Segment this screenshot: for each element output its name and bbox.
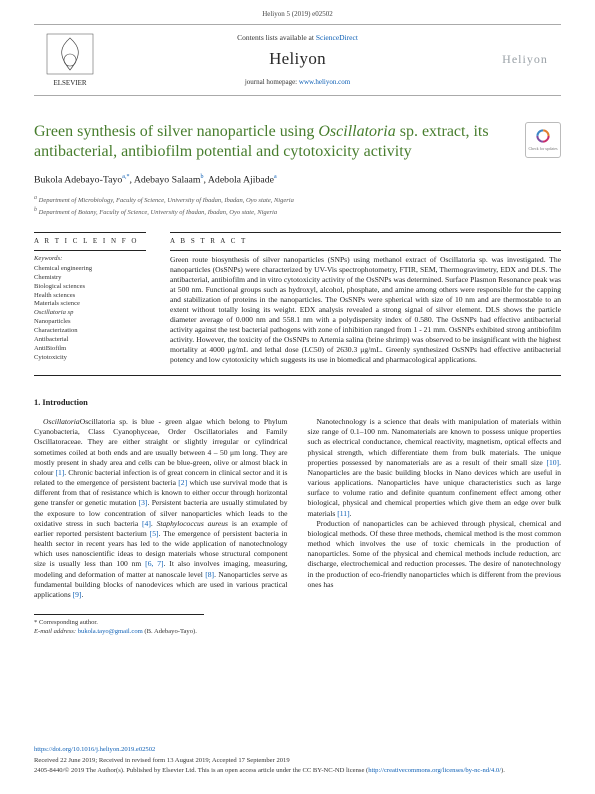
intro-body: OscillatoriaOscillatoria sp. is blue - g… (34, 417, 561, 600)
abstract-heading: A B S T R A C T (170, 233, 561, 250)
abstract-text: Green route biosynthesis of silver nanop… (170, 255, 561, 365)
correspondence-email[interactable]: bukola.tayo@gmail.com (78, 628, 143, 635)
article-info-heading: A R T I C L E I N F O (34, 233, 146, 250)
cc-license-link[interactable]: http://creativecommons.org/licenses/by-n… (368, 767, 501, 774)
journal-name: Heliyon (269, 48, 326, 70)
journal-header-band: ELSEVIER Contents lists available at Sci… (34, 24, 561, 96)
affiliations: a Department of Microbiology, Faculty of… (34, 194, 561, 218)
journal-homepage-link[interactable]: www.heliyon.com (299, 78, 350, 86)
sciencedirect-link[interactable]: ScienceDirect (316, 33, 358, 42)
elsevier-text: ELSEVIER (53, 79, 86, 87)
check-badge-label: Check for updates (528, 146, 557, 151)
introduction-heading: 1. Introduction (34, 398, 561, 409)
check-for-updates-badge[interactable]: Check for updates (525, 122, 561, 158)
heliyon-wordmark: Heliyon (502, 52, 548, 68)
authors-line: Bukola Adebayo-Tayoa,*, Adebayo Salaamb,… (34, 174, 561, 187)
doi-link[interactable]: https://doi.org/10.1016/j.heliyon.2019.e… (34, 746, 155, 753)
homepage-line: journal homepage: www.heliyon.com (245, 78, 350, 87)
contents-link-line: Contents lists available at ScienceDirec… (237, 33, 358, 43)
journal-citation: Heliyon 5 (2019) e02502 (34, 10, 561, 19)
elsevier-logo: ELSEVIER (43, 30, 97, 90)
page-footer: https://doi.org/10.1016/j.heliyon.2019.e… (34, 746, 561, 776)
paper-title: Green synthesis of silver nanoparticle u… (34, 122, 513, 162)
keywords-block: Keywords: Chemical engineering Chemistry… (34, 255, 146, 365)
corresponding-author: * Corresponding author. E-mail address: … (34, 614, 204, 636)
